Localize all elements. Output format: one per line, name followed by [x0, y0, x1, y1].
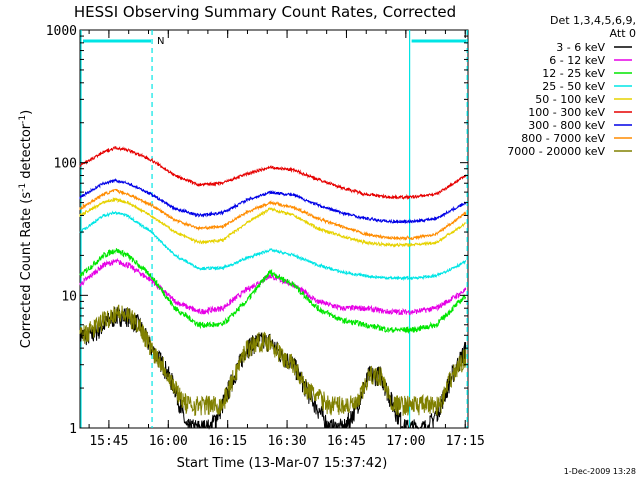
legend-item-label: 7000 - 20000 keV [507, 145, 605, 158]
footer-timestamp: 1-Dec-2009 13:28 [564, 467, 636, 476]
legend-item-label: 12 - 25 keV [542, 67, 605, 80]
y-tick-label: 10 [61, 289, 77, 304]
flag-label: N [157, 36, 164, 47]
y-tick-label: 1000 [46, 24, 77, 39]
x-tick-label: 16:45 [327, 434, 366, 449]
flag-layer: N [80, 30, 468, 428]
series-layer [79, 145, 467, 430]
legend-item-label: 6 - 12 keV [549, 54, 605, 67]
legend-item-label: 300 - 800 keV [528, 119, 605, 132]
legend-subheader: Att 0 [610, 27, 636, 40]
y-tick-label: 100 [54, 157, 77, 172]
series-line [79, 257, 467, 316]
series-line [79, 197, 467, 248]
x-axis: 15:45 16:00 16:15 16:30 16:45 17:00 17:15 [88, 30, 485, 449]
x-tick-label: 16:00 [149, 434, 188, 449]
legend-item-label: 100 - 300 keV [528, 106, 605, 119]
x-tick-label: 16:30 [267, 434, 306, 449]
series-line [79, 304, 467, 417]
series-line [79, 188, 467, 241]
y-axis: 1 10 100 1000 [46, 24, 468, 437]
legend-item-label: 50 - 100 keV [535, 93, 605, 106]
legend-item-label: 3 - 6 keV [556, 41, 605, 54]
x-tick-label: 17:15 [446, 434, 485, 449]
x-tick-label: 15:45 [89, 434, 128, 449]
plot-frame [79, 29, 469, 429]
x-tick-label: 17:00 [386, 434, 425, 449]
series-line [79, 178, 467, 225]
x-tick-label: 16:15 [208, 434, 247, 449]
y-axis-label: Corrected Count Rate (s-1 detector-1) [18, 110, 34, 348]
legend-item-label: 25 - 50 keV [542, 80, 605, 93]
series-line [79, 210, 467, 282]
x-axis-label: Start Time (13-Mar-07 15:37:42) [177, 456, 388, 471]
series-line [79, 145, 467, 201]
chart-title: HESSI Observing Summary Count Rates, Cor… [74, 3, 456, 21]
y-tick-label: 1 [69, 422, 77, 437]
legend-header: Det 1,3,4,5,6,9, [550, 14, 636, 27]
legend-item-label: 800 - 7000 keV [521, 132, 605, 145]
series-line [79, 248, 467, 334]
